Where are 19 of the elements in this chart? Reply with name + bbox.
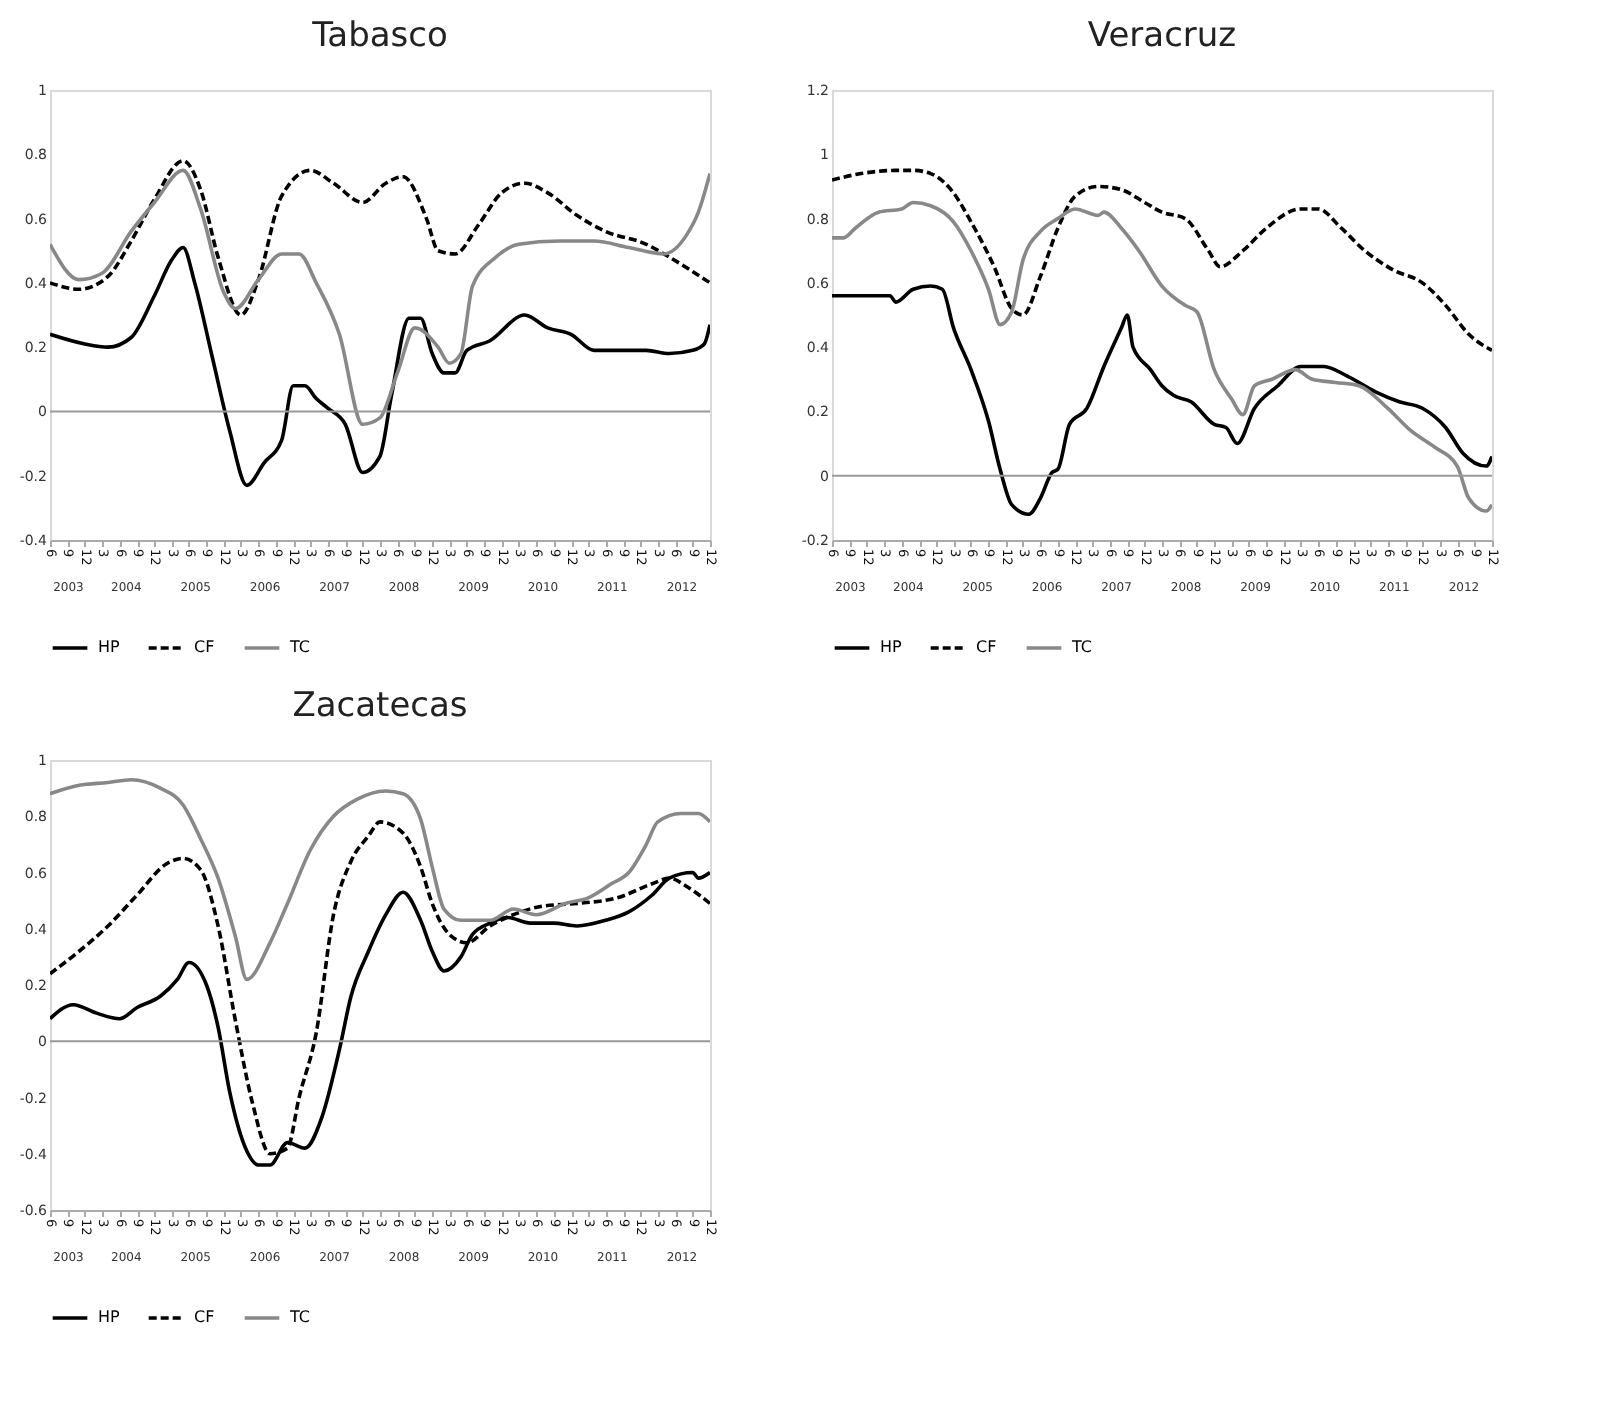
legend-label: CF xyxy=(194,638,216,656)
line-series xyxy=(50,777,710,982)
legend-label: TC xyxy=(288,638,311,656)
line-series xyxy=(832,284,1492,517)
chart-title: Tabasco xyxy=(310,16,448,56)
legend-label: CF xyxy=(194,1308,216,1326)
legend-label: HP xyxy=(98,638,121,656)
line-series xyxy=(832,168,1492,353)
line-series xyxy=(50,158,710,317)
legend-label: TC xyxy=(1070,638,1093,656)
line-series xyxy=(832,200,1492,513)
chart-title: Zacatecas xyxy=(292,686,468,726)
legend-label: TC xyxy=(288,1308,311,1326)
legend-label: CF xyxy=(976,638,998,656)
line-series xyxy=(50,245,710,488)
chart-title: Veracruz xyxy=(1087,16,1237,56)
legend-label: HP xyxy=(880,638,903,656)
line-series xyxy=(50,168,710,427)
legend-label: HP xyxy=(98,1308,121,1326)
